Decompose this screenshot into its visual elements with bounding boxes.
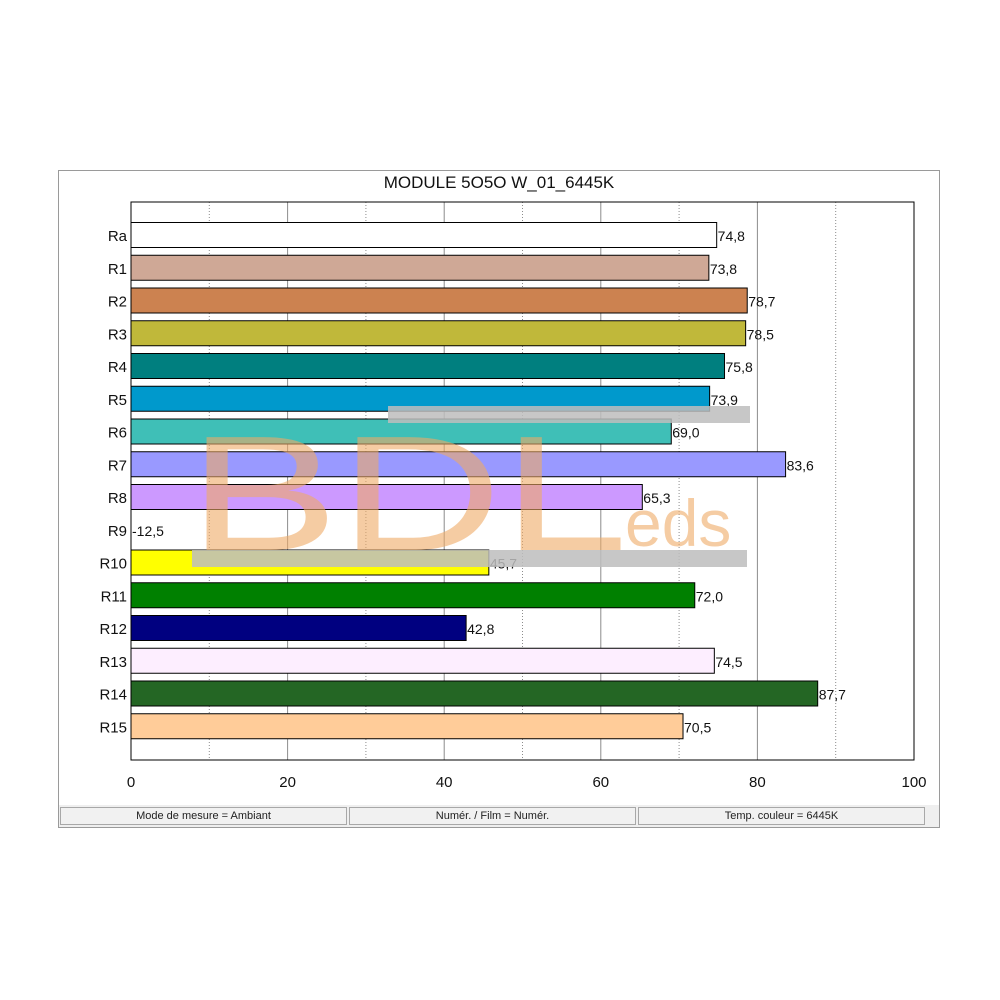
value-label-r8: 65,3 <box>643 490 670 506</box>
bar-r2 <box>130 287 748 314</box>
category-label-ra: Ra <box>108 228 128 245</box>
value-label-r10: 45,7 <box>490 556 517 572</box>
bar-r7 <box>130 451 787 478</box>
category-label-r1: R1 <box>108 261 127 278</box>
status-film: Numér. / Film = Numér. <box>349 807 636 825</box>
value-label-r14: 87,7 <box>819 687 846 703</box>
bar-ra <box>130 222 718 248</box>
bar-r15 <box>130 713 684 740</box>
value-label-r11: 72,0 <box>696 588 723 604</box>
x-tick-label: 20 <box>279 774 296 791</box>
bar-r5 <box>130 385 711 412</box>
value-label-r4: 75,8 <box>726 359 753 375</box>
bar-r4 <box>130 353 726 379</box>
category-label-r11: R11 <box>101 588 127 605</box>
value-label-r15: 70,5 <box>684 719 711 735</box>
category-label-r6: R6 <box>108 425 127 442</box>
value-label-r1: 73,8 <box>710 261 737 277</box>
x-tick-label: 80 <box>749 774 766 791</box>
value-label-r13: 74,5 <box>715 654 742 670</box>
category-label-r8: R8 <box>108 490 127 507</box>
category-label-r13: R13 <box>99 654 127 671</box>
value-label-r6: 69,0 <box>672 425 699 441</box>
category-label-r14: R14 <box>99 687 127 704</box>
bar-r10 <box>130 549 490 576</box>
value-label-ra: 74,8 <box>718 228 745 244</box>
value-label-r9: -12,5 <box>132 523 164 539</box>
category-label-r15: R15 <box>99 719 127 736</box>
category-label-r10: R10 <box>99 556 127 573</box>
bar-r3 <box>130 320 747 347</box>
category-label-r2: R2 <box>108 294 127 311</box>
x-tick-label: 100 <box>901 774 926 791</box>
value-label-r3: 78,5 <box>747 326 774 342</box>
category-label-r7: R7 <box>108 457 127 474</box>
category-label-r4: R4 <box>108 359 127 376</box>
value-label-r2: 78,7 <box>748 294 775 310</box>
category-label-r3: R3 <box>108 326 127 343</box>
x-tick-label: 40 <box>436 774 453 791</box>
bar-r13 <box>130 647 715 674</box>
value-label-r7: 83,6 <box>787 457 814 473</box>
bar-r12 <box>130 615 467 641</box>
bar-r6 <box>130 418 672 445</box>
bar-r11 <box>130 582 696 609</box>
category-label-r9: R9 <box>108 523 127 540</box>
x-tick-label: 60 <box>592 774 609 791</box>
chart-title: MODULE 5O5O W_01_6445K <box>383 173 615 192</box>
plot-border <box>130 201 915 761</box>
value-label-r5: 73,9 <box>711 392 738 408</box>
status-mode: Mode de mesure = Ambiant <box>60 807 347 825</box>
status-temp: Temp. couleur = 6445K <box>638 807 925 825</box>
bar-r8 <box>130 484 643 510</box>
bar-r14 <box>130 680 819 707</box>
status-bar: Mode de mesure = Ambiant Numér. / Film =… <box>59 805 939 827</box>
value-label-r12: 42,8 <box>467 621 494 637</box>
x-tick-label: 0 <box>127 774 135 791</box>
category-label-r12: R12 <box>99 621 127 638</box>
category-label-r5: R5 <box>108 392 127 409</box>
bar-r1 <box>130 254 710 281</box>
